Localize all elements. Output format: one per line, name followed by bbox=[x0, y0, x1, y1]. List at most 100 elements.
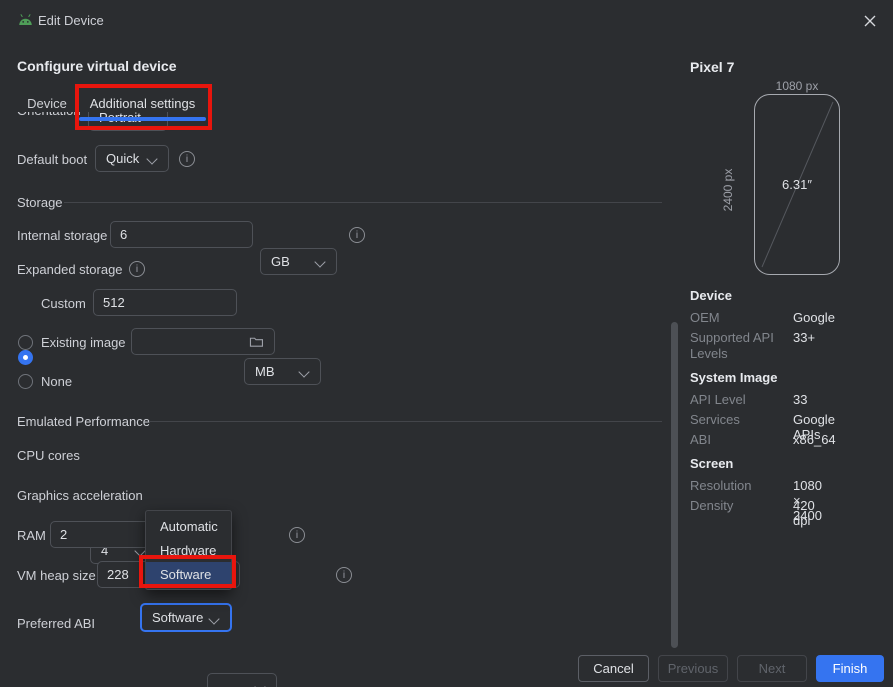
internal-storage-info-icon[interactable] bbox=[349, 227, 365, 243]
internal-storage-input[interactable] bbox=[110, 221, 253, 248]
orientation-dropdown[interactable]: Portrait bbox=[88, 112, 168, 131]
custom-size-input[interactable] bbox=[93, 289, 237, 316]
row-value: 33+ bbox=[793, 330, 816, 345]
custom-unit-dropdown[interactable]: MB bbox=[244, 358, 321, 385]
storage-divider bbox=[64, 202, 662, 203]
preferred-abi-label: Preferred ABI bbox=[17, 616, 96, 631]
existing-image-label: Existing image bbox=[41, 335, 126, 350]
default-boot-value: Quick bbox=[106, 151, 140, 166]
internal-storage-unit-dropdown[interactable]: GB bbox=[260, 248, 337, 275]
clipped-orientation-row: Orientation Portrait bbox=[0, 112, 240, 133]
expanded-storage-label: Expanded storage bbox=[17, 262, 123, 277]
tab-additional-settings[interactable]: Additional settings bbox=[80, 88, 205, 118]
android-icon bbox=[18, 13, 33, 27]
chevron-down-icon bbox=[314, 256, 326, 268]
row-label: Resolution bbox=[690, 478, 752, 493]
screen-diagonal-label: 6.31″ bbox=[782, 177, 812, 192]
internal-storage-label: Internal storage bbox=[17, 228, 108, 243]
menu-item-label: Automatic bbox=[160, 518, 218, 534]
tab-indicator bbox=[79, 117, 206, 121]
vm-heap-label: VM heap size bbox=[17, 568, 96, 583]
existing-image-radio[interactable] bbox=[18, 335, 33, 350]
graphics-acceleration-menu: Automatic Hardware Software bbox=[145, 510, 232, 590]
menu-item-automatic[interactable]: Automatic bbox=[146, 514, 231, 538]
finish-button[interactable]: Finish bbox=[816, 655, 884, 682]
diagonal-line bbox=[761, 101, 834, 268]
phone-outline: 6.31″ bbox=[754, 94, 840, 275]
menu-item-label: Hardware bbox=[160, 542, 217, 558]
cancel-button-label: Cancel bbox=[593, 661, 634, 676]
orientation-label: Orientation bbox=[17, 112, 81, 118]
row-value: Google bbox=[793, 310, 835, 325]
internal-storage-unit: GB bbox=[271, 254, 290, 269]
cpu-cores-label: CPU cores bbox=[17, 448, 80, 463]
menu-item-hardware[interactable]: Hardware bbox=[146, 538, 231, 562]
finish-button-label: Finish bbox=[832, 661, 868, 676]
preview-row-services: Services Google APIs bbox=[690, 412, 835, 442]
tab-additional-settings-label: Additional settings bbox=[89, 95, 196, 111]
menu-item-label: Software bbox=[160, 566, 212, 582]
performance-section-title: Emulated Performance bbox=[17, 414, 150, 429]
default-boot-info-icon[interactable] bbox=[179, 151, 195, 167]
default-boot-label: Default boot bbox=[17, 152, 88, 167]
ram-info-icon[interactable] bbox=[289, 527, 305, 543]
preview-section-device-title: Device bbox=[690, 288, 732, 303]
row-value: 420 dpi bbox=[793, 498, 815, 528]
graphics-acceleration-dropdown[interactable]: Software bbox=[140, 603, 232, 632]
next-button[interactable]: Next bbox=[737, 655, 807, 682]
cpu-cores-value: 4 bbox=[101, 543, 109, 558]
previous-button[interactable]: Previous bbox=[658, 655, 728, 682]
screen-width-label: 1080 px bbox=[775, 79, 819, 93]
vm-heap-info-icon[interactable] bbox=[336, 567, 352, 583]
tab-device-label: Device bbox=[27, 95, 67, 111]
preview-row-api-level: API Level 33 bbox=[690, 392, 807, 408]
row-value: x86_64 bbox=[793, 432, 836, 447]
preview-row-oem: OEM Google bbox=[690, 310, 835, 326]
existing-image-input[interactable] bbox=[131, 328, 275, 355]
vertical-scrollbar[interactable] bbox=[671, 322, 678, 648]
row-label: API Level bbox=[690, 392, 746, 407]
custom-radio[interactable] bbox=[18, 350, 33, 365]
row-label: Services bbox=[690, 412, 740, 427]
preview-row-supported-api: Supported API Levels 33+ bbox=[690, 330, 815, 362]
previous-button-label: Previous bbox=[667, 661, 719, 676]
storage-section-title: Storage bbox=[17, 195, 63, 210]
row-value: Google APIs bbox=[793, 412, 835, 442]
default-boot-dropdown[interactable]: Quick bbox=[95, 145, 169, 172]
close-icon[interactable] bbox=[862, 13, 878, 29]
row-value: 1080 × 2400 bbox=[793, 478, 822, 523]
none-radio-label: None bbox=[41, 374, 73, 389]
ram-unit-dropdown[interactable] bbox=[207, 673, 277, 687]
row-label: ABI bbox=[690, 432, 711, 447]
none-radio[interactable] bbox=[18, 374, 33, 389]
chevron-down-icon bbox=[254, 681, 266, 687]
page-title: Configure virtual device bbox=[17, 58, 177, 74]
custom-unit: MB bbox=[255, 364, 275, 379]
next-button-label: Next bbox=[758, 661, 786, 676]
screen-height-label: 2400 px bbox=[721, 168, 735, 212]
row-label: Density bbox=[690, 498, 734, 513]
preview-row-abi: ABI x86_64 bbox=[690, 432, 836, 448]
graphics-acceleration-value: Software bbox=[152, 610, 204, 625]
preview-section-system-image-title: System Image bbox=[690, 370, 778, 385]
menu-item-software[interactable]: Software bbox=[146, 562, 231, 586]
performance-divider bbox=[149, 421, 662, 422]
row-label: OEM bbox=[690, 310, 720, 325]
chevron-down-icon bbox=[146, 153, 158, 165]
tab-device[interactable]: Device bbox=[17, 88, 77, 118]
ram-label: RAM bbox=[17, 528, 46, 543]
window-title: Edit Device bbox=[38, 13, 104, 28]
row-value: 33 bbox=[793, 392, 808, 407]
device-name: Pixel 7 bbox=[690, 59, 735, 75]
graphics-acceleration-label: Graphics acceleration bbox=[17, 488, 143, 503]
cancel-button[interactable]: Cancel bbox=[578, 655, 649, 682]
preview-row-density: Density 420 dpi bbox=[690, 498, 815, 528]
preview-section-screen-title: Screen bbox=[690, 456, 734, 471]
folder-icon[interactable] bbox=[249, 335, 264, 351]
row-label: Supported API Levels bbox=[690, 330, 774, 361]
expanded-storage-info-icon[interactable] bbox=[129, 261, 145, 277]
chevron-down-icon bbox=[298, 366, 310, 378]
custom-radio-label: Custom bbox=[41, 296, 86, 311]
chevron-down-icon bbox=[208, 613, 220, 625]
